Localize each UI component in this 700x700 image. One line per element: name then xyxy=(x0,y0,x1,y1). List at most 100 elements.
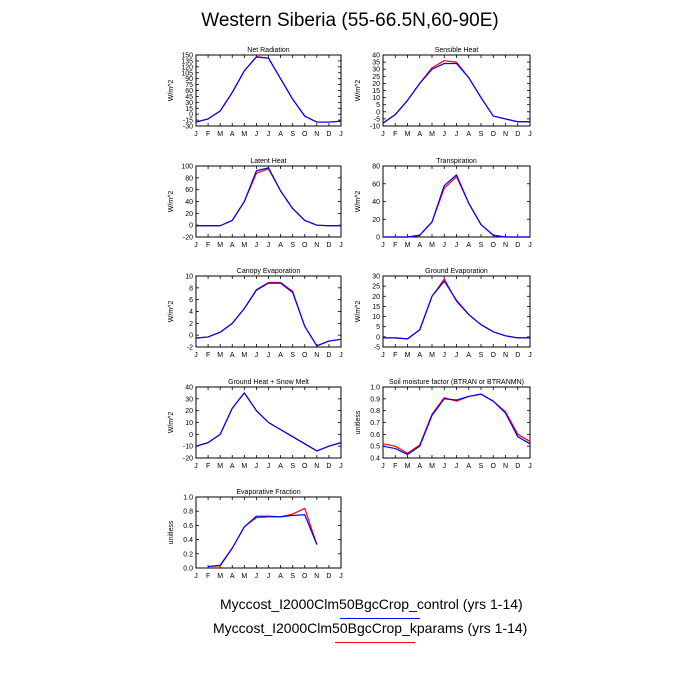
x-tick-label: A xyxy=(278,242,283,249)
y-tick-label: -5 xyxy=(374,345,380,352)
y-tick-label: 20 xyxy=(372,294,380,301)
x-tick-label: M xyxy=(241,573,247,580)
y-tick-label: 135 xyxy=(181,58,193,65)
y-tick-label: 60 xyxy=(185,88,193,95)
x-tick-label: O xyxy=(491,131,497,138)
x-tick-label: M xyxy=(405,131,411,138)
y-tick-label: 20 xyxy=(372,81,380,88)
x-tick-label: D xyxy=(515,463,520,470)
y-axis-label: W/m^2 xyxy=(168,191,175,213)
y-tick-label: 0 xyxy=(189,112,193,119)
x-tick-label: J xyxy=(528,352,532,359)
panel-title: Ground Evaporation xyxy=(425,268,488,275)
x-tick-label: M xyxy=(217,352,223,359)
x-tick-label: F xyxy=(206,242,210,249)
x-tick-label: J xyxy=(194,131,198,138)
x-tick-label: D xyxy=(326,131,331,138)
x-tick-label: F xyxy=(393,242,397,249)
panel-title: Soil moisture factor (BTRAN or BTRANMN) xyxy=(389,379,524,386)
y-tick-label: 60 xyxy=(372,181,380,188)
x-tick-label: M xyxy=(429,242,435,249)
y-tick-label: 120 xyxy=(181,64,193,71)
x-tick-label: N xyxy=(503,242,508,249)
legend-swatch-control xyxy=(340,618,420,619)
y-tick-label: 10 xyxy=(372,95,380,102)
x-tick-label: D xyxy=(326,352,331,359)
x-tick-label: A xyxy=(278,131,283,138)
x-tick-label: M xyxy=(429,352,435,359)
y-tick-label: 40 xyxy=(372,53,380,60)
panel-7: Ground Heat + Snow Melt W/m^2 -20 -10 0 10 20 3… xyxy=(168,379,343,470)
x-tick-label: A xyxy=(278,573,283,580)
y-tick-label: 0 xyxy=(189,432,193,439)
x-tick-label: J xyxy=(381,131,385,138)
series-line-kparams xyxy=(196,168,341,227)
x-tick-label: D xyxy=(515,242,520,249)
x-tick-label: A xyxy=(230,131,235,138)
y-tick-label: -15 xyxy=(183,118,193,125)
y-tick-label: 80 xyxy=(185,175,193,182)
figure-title: Western Siberia (55-66.5N,60-90E) xyxy=(201,10,499,31)
x-tick-label: M xyxy=(217,573,223,580)
y-tick-label: 30 xyxy=(185,396,193,403)
x-tick-label: J xyxy=(339,242,343,249)
y-tick-label: 105 xyxy=(181,70,193,77)
x-tick-label: J xyxy=(528,242,532,249)
panel-1: Net Radiation W/m^2 -30-150153045607590105… xyxy=(168,47,343,138)
x-tick-label: A xyxy=(230,463,235,470)
y-axis-label: W/m^2 xyxy=(355,80,362,102)
x-tick-label: J xyxy=(339,463,343,470)
x-tick-label: S xyxy=(290,463,295,470)
y-tick-label: -20 xyxy=(183,456,193,463)
x-tick-label: J xyxy=(443,131,447,138)
x-tick-label: S xyxy=(479,463,484,470)
x-tick-label: J xyxy=(194,573,198,580)
x-tick-label: J xyxy=(255,352,259,359)
plot-frame xyxy=(195,496,342,569)
y-tick-label: -2 xyxy=(187,345,193,352)
x-tick-label: J xyxy=(339,352,343,359)
x-tick-label: M xyxy=(405,463,411,470)
y-tick-label: 20 xyxy=(185,211,193,218)
y-axis-label: W/m^2 xyxy=(355,191,362,213)
x-tick-label: J xyxy=(339,131,343,138)
x-tick-label: N xyxy=(503,463,508,470)
x-tick-label: A xyxy=(417,131,422,138)
y-tick-label: 1.0 xyxy=(183,495,193,502)
x-tick-label: J xyxy=(443,242,447,249)
y-tick-label: -10 xyxy=(370,124,380,131)
y-tick-label: 5 xyxy=(376,324,380,331)
y-axis-label: W/m^2 xyxy=(168,412,175,434)
x-tick-label: M xyxy=(405,242,411,249)
x-tick-label: A xyxy=(466,463,471,470)
x-tick-label: N xyxy=(503,131,508,138)
x-tick-label: S xyxy=(290,352,295,359)
y-tick-label: 0.8 xyxy=(370,408,380,415)
x-tick-label: J xyxy=(267,573,271,580)
x-tick-label: M xyxy=(241,352,247,359)
x-tick-label: S xyxy=(479,131,484,138)
x-tick-label: M xyxy=(217,242,223,249)
panel-title: Sensible Heat xyxy=(435,47,479,54)
y-axis-label: unitless xyxy=(355,410,362,434)
x-tick-label: N xyxy=(314,573,319,580)
plot-frame xyxy=(382,54,531,127)
x-tick-label: J xyxy=(339,573,343,580)
x-tick-label: D xyxy=(326,463,331,470)
panel-title: Latent Heat xyxy=(250,158,286,165)
x-tick-label: J xyxy=(443,463,447,470)
x-tick-label: F xyxy=(206,573,210,580)
x-tick-label: A xyxy=(466,242,471,249)
x-tick-label: S xyxy=(290,242,295,249)
x-tick-label: O xyxy=(302,352,308,359)
panel-title: Ground Heat + Snow Melt xyxy=(228,379,309,386)
y-axis-label: W/m^2 xyxy=(168,301,175,323)
x-tick-label: D xyxy=(326,573,331,580)
x-tick-label: J xyxy=(255,131,259,138)
y-tick-label: 100 xyxy=(181,164,193,171)
x-tick-label: A xyxy=(230,242,235,249)
plot-frame xyxy=(195,54,342,127)
